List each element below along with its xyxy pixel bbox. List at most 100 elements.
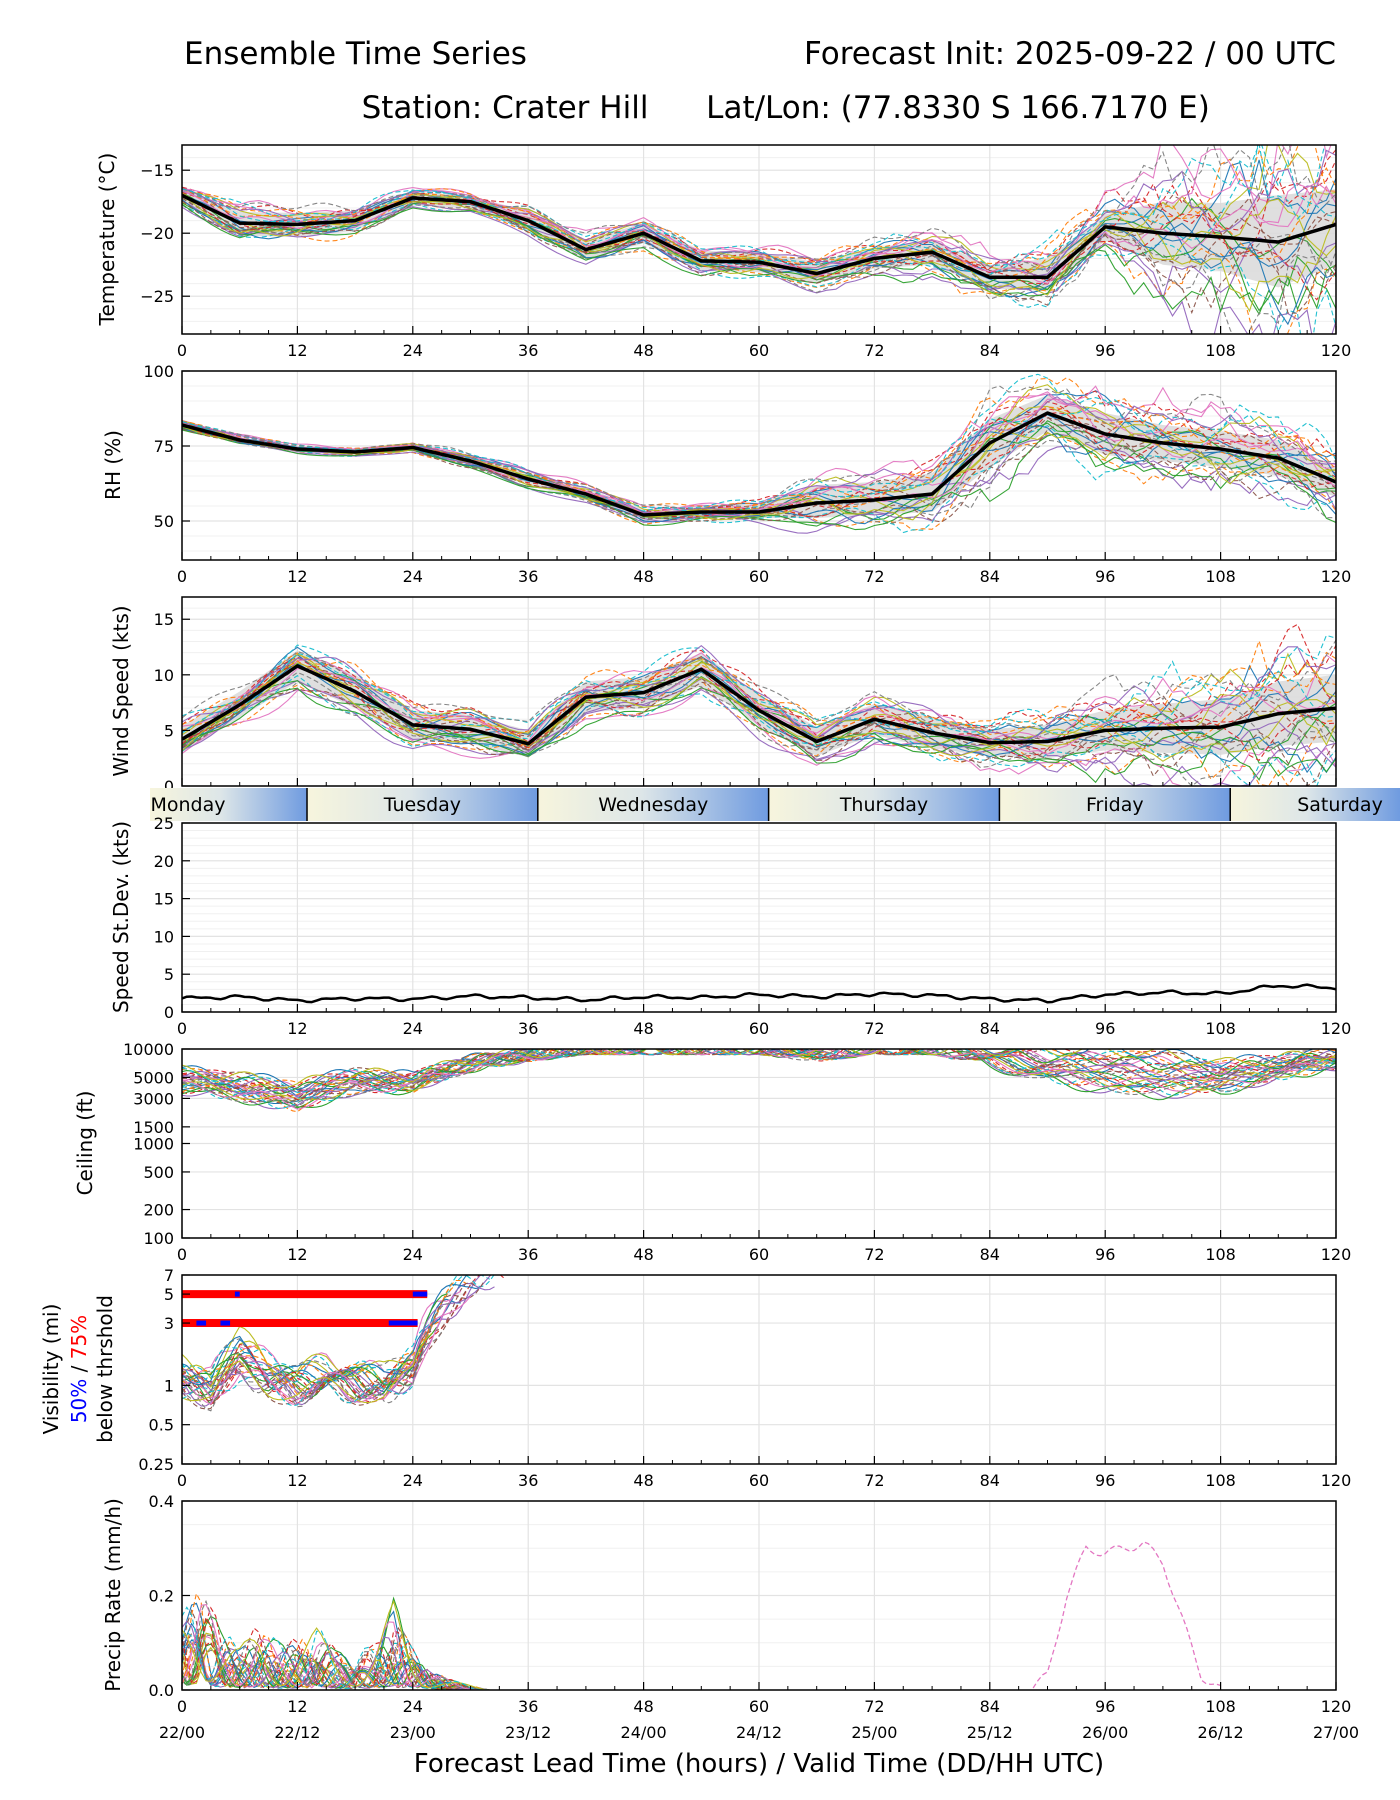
ensemble-member-line <box>182 1615 1336 1690</box>
y-tick-label: 5000 <box>133 1068 174 1087</box>
y-tick-label: −15 <box>140 161 174 180</box>
ensemble-member-line <box>182 671 1336 760</box>
ensemble-member-line <box>182 159 1336 277</box>
speed-stdev-axes: 0 12 24 36 48 60 72 84 96 108 120 0 5 10 15 20 25 <box>154 814 1352 1038</box>
x-tick-label: 72 <box>864 1245 884 1264</box>
wind-ylabel: Wind Speed (kts) <box>109 605 133 776</box>
ensemble-member-line <box>182 1049 1336 1100</box>
ensemble-member-line <box>182 1049 1336 1094</box>
valid-time-label: 26/00 <box>1082 1723 1128 1742</box>
ensemble-member-line <box>182 680 1336 781</box>
x-tick-label: 0 <box>177 1019 187 1038</box>
y-tick-label: 5 <box>164 721 174 740</box>
ensemble-mean-line <box>182 983 1336 1004</box>
ensemble-member-line <box>182 1644 1336 1690</box>
x-tick-label: 72 <box>864 567 884 586</box>
rh-plot-area <box>182 373 1336 534</box>
ensemble-member-line <box>182 639 1336 729</box>
rh-panel: 0 12 24 36 48 60 72 84 96 108 120 100 75 50 RH (%) <box>101 362 1351 586</box>
y-tick-label: 3 <box>164 1314 174 1333</box>
y-tick-label: 10 <box>154 666 174 685</box>
x-tick-label: 48 <box>633 1245 653 1264</box>
x-tick-label: 120 <box>1321 1697 1352 1716</box>
x-tick-label: 60 <box>749 1471 769 1490</box>
day-segment <box>150 788 308 821</box>
forecast-init: Forecast Init: 2025-09-22 / 00 UTC <box>804 36 1336 72</box>
valid-time-label: 24/12 <box>736 1723 782 1742</box>
ensemble-member-line <box>182 145 1336 272</box>
y-tick-label: 0.2 <box>149 1587 174 1606</box>
ensemble-member-line <box>182 664 1336 762</box>
x-tick-label: 36 <box>518 1245 538 1264</box>
temperature-ylabel: Temperature (°C) <box>95 153 119 327</box>
x-tick-label: 96 <box>1095 341 1115 360</box>
ensemble-member-line <box>182 145 1336 275</box>
ensemble-member-line <box>182 1322 433 1380</box>
x-tick-label: 96 <box>1095 1019 1115 1038</box>
ceiling-plot-area <box>182 1049 1336 1113</box>
day-label: Thursday <box>839 794 928 816</box>
ensemble-member-line <box>182 666 1336 761</box>
ensemble-member-line <box>182 651 1336 747</box>
x-tick-label: 84 <box>980 1245 1000 1264</box>
y-tick-label: 20 <box>154 852 174 871</box>
x-tick-label: 60 <box>749 1019 769 1038</box>
ensemble-member-line <box>182 1275 505 1406</box>
x-tick-label: 24 <box>403 1245 423 1264</box>
x-tick-label: 96 <box>1095 567 1115 586</box>
ensemble-member-line <box>182 1599 1336 1690</box>
y-tick-label: 15 <box>154 610 174 629</box>
x-tick-label: 48 <box>633 1471 653 1490</box>
x-tick-label: 84 <box>980 1019 1000 1038</box>
x-tick-label: 84 <box>980 1697 1000 1716</box>
temperature-plot-area <box>182 145 1336 334</box>
day-label: Wednesday <box>598 794 708 816</box>
x-tick-label: 72 <box>864 1697 884 1716</box>
spread-band <box>182 395 1336 521</box>
x-tick-label: 72 <box>864 341 884 360</box>
x-tick-label: 120 <box>1321 341 1352 360</box>
ensemble-member-line <box>182 638 1336 735</box>
ensemble-member-line <box>182 1049 1336 1103</box>
x-tick-label: 36 <box>518 341 538 360</box>
pct50-label: 50% <box>67 1379 91 1423</box>
ensemble-member-line <box>182 645 1336 741</box>
x-tick-label: 108 <box>1205 1019 1236 1038</box>
x-tick-label: 108 <box>1205 1471 1236 1490</box>
x-tick-label: 120 <box>1321 567 1352 586</box>
ensemble-member-line <box>182 1635 1336 1690</box>
ensemble-member-line <box>182 1635 1336 1690</box>
day-segment <box>537 788 769 821</box>
x-tick-label: 24 <box>403 1019 423 1038</box>
wind-axes: 0 5 10 15 <box>154 610 1337 796</box>
x-tick-label: 48 <box>633 341 653 360</box>
temperature-axes: 0 12 24 36 48 60 72 84 96 108 120 −15 −20 −25 <box>140 161 1351 360</box>
x-tick-label: 48 <box>633 567 653 586</box>
x-tick-label: 12 <box>287 341 307 360</box>
ensemble-member-line <box>182 428 1336 534</box>
ensemble-member-line <box>182 373 1336 512</box>
ensemble-member-line <box>182 1049 1336 1110</box>
ensemble-member-line <box>182 423 1336 523</box>
x-tick-label: 60 <box>749 1697 769 1716</box>
wind-panel: 0 5 10 15 Wind Speed (kts) <box>109 596 1337 796</box>
ensemble-member-line <box>182 662 1336 774</box>
ensemble-member-line <box>182 681 1336 786</box>
x-tick-label: 36 <box>518 1697 538 1716</box>
x-tick-label: 0 <box>177 1697 187 1716</box>
wind-plot-area <box>182 623 1336 786</box>
day-label: Tuesday <box>383 794 461 816</box>
x-tick-label: 108 <box>1205 1697 1236 1716</box>
ensemble-member-line <box>182 1643 1336 1690</box>
visibility-axes: 0 12 24 36 48 60 72 84 96 108 120 75 3 1 0.5 0.25 <box>138 1266 1351 1490</box>
y-tick-label: 0.25 <box>138 1455 174 1474</box>
ensemble-member-line <box>182 182 1336 284</box>
day-label: Saturday <box>1297 794 1383 816</box>
ensemble-member-line <box>182 1641 1336 1690</box>
ensemble-member-line <box>182 1283 495 1400</box>
pct-slash: / <box>67 1359 91 1378</box>
x-tick-label: 60 <box>749 341 769 360</box>
y-tick-label: 1000 <box>133 1135 174 1154</box>
valid-time-label: 27/00 <box>1313 1723 1359 1742</box>
day-segment <box>1230 788 1400 821</box>
